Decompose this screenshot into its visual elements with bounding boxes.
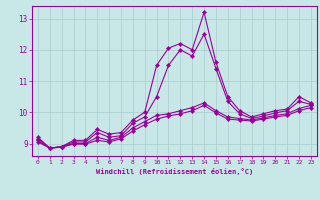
- X-axis label: Windchill (Refroidissement éolien,°C): Windchill (Refroidissement éolien,°C): [96, 168, 253, 175]
